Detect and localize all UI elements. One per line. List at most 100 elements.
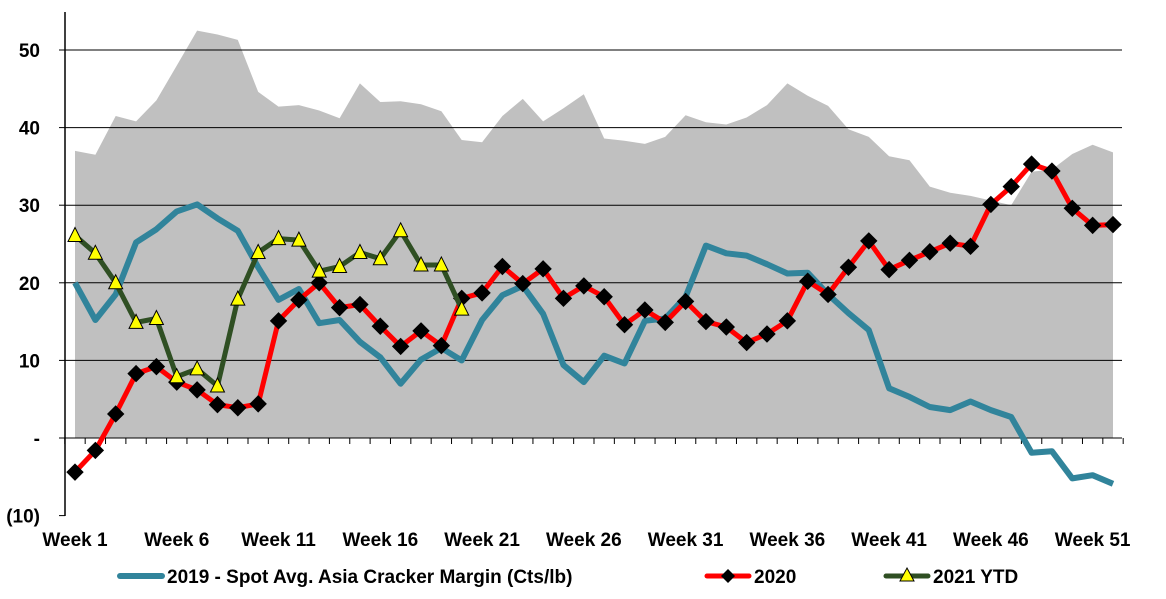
data-point xyxy=(311,262,328,278)
data-point xyxy=(86,441,105,460)
data-point xyxy=(900,251,919,270)
x-tick-label: Week 31 xyxy=(648,530,724,551)
data-point xyxy=(208,395,227,414)
data-point xyxy=(209,376,226,393)
x-tick-label: Week 36 xyxy=(750,530,826,551)
y-tick-label: - xyxy=(34,429,40,450)
legend-label: 2020 xyxy=(754,567,796,588)
data-point xyxy=(514,274,532,293)
data-point xyxy=(148,309,165,325)
data-point xyxy=(128,313,144,329)
series-line xyxy=(72,201,1115,487)
series-3 xyxy=(67,221,470,393)
data-point xyxy=(67,226,83,242)
data-point xyxy=(961,237,980,256)
data-point xyxy=(453,300,470,316)
y-tick-labels: 50 40 30 20 10 - (10) xyxy=(6,41,40,528)
data-point xyxy=(1002,177,1020,196)
data-point xyxy=(737,333,756,352)
y-tick-label: 40 xyxy=(19,119,40,140)
data-point xyxy=(575,277,593,295)
x-tick-label: Week 1 xyxy=(42,530,108,551)
data-point xyxy=(798,272,817,290)
data-point xyxy=(413,255,429,272)
x-tick-label: Week 16 xyxy=(342,530,418,551)
data-point xyxy=(432,336,451,355)
x-tick-label: Week 41 xyxy=(851,530,927,551)
data-point xyxy=(615,315,634,334)
data-point xyxy=(1022,155,1041,173)
data-point xyxy=(372,249,389,266)
range-band-area xyxy=(75,30,1113,438)
x-tick-label: Week 11 xyxy=(241,530,316,551)
data-point xyxy=(941,234,959,252)
legend-marker xyxy=(721,569,735,583)
data-point xyxy=(493,257,512,276)
x-tick-label: Week 51 xyxy=(1055,530,1131,551)
data-point xyxy=(1063,199,1082,218)
data-point xyxy=(330,298,349,317)
data-point xyxy=(1104,215,1122,234)
series-1 xyxy=(72,201,1115,487)
data-point xyxy=(250,243,266,260)
series-layer xyxy=(66,155,1122,487)
data-point xyxy=(107,273,124,290)
data-point xyxy=(229,399,247,417)
data-point xyxy=(66,463,84,481)
data-point xyxy=(697,312,715,331)
data-point xyxy=(291,231,307,247)
data-point xyxy=(230,289,246,306)
data-point xyxy=(860,232,878,250)
data-point xyxy=(351,295,369,314)
data-point xyxy=(371,317,390,335)
x-tick-label: Week 21 xyxy=(444,530,520,551)
x-tick-label: Week 6 xyxy=(144,530,209,551)
data-point xyxy=(331,257,348,274)
data-point xyxy=(392,221,409,238)
legend: 2019 - Spot Avg. Asia Cracker Margin (Ct… xyxy=(117,566,1018,588)
y-tick-label: 10 xyxy=(19,351,40,372)
data-point xyxy=(147,357,166,376)
data-point xyxy=(433,255,450,272)
range-band-layer xyxy=(75,30,1113,438)
data-point xyxy=(473,284,491,302)
data-point xyxy=(127,364,145,383)
data-point xyxy=(656,313,674,332)
data-point xyxy=(778,312,797,330)
axes xyxy=(59,12,1124,517)
data-point xyxy=(839,258,858,276)
data-point xyxy=(391,337,410,356)
x-tick-labels: Week 1 Week 6 Week 11 Week 16 Week 21 Week 26… xyxy=(42,530,1131,551)
y-tick-label: (10) xyxy=(6,507,40,528)
data-point xyxy=(595,288,613,306)
data-point xyxy=(717,318,736,336)
data-point xyxy=(982,195,1000,214)
series-2 xyxy=(66,155,1122,481)
data-point xyxy=(676,292,695,311)
data-point xyxy=(554,289,573,308)
data-point xyxy=(270,229,287,246)
data-point xyxy=(921,243,939,261)
data-point xyxy=(758,325,776,343)
series-line xyxy=(73,161,1114,474)
y-tick-label: 30 xyxy=(19,196,40,217)
legend-item-1: 2019 - Spot Avg. Asia Cracker Margin (Ct… xyxy=(117,567,572,588)
data-point xyxy=(189,359,205,376)
data-point xyxy=(1043,162,1061,180)
data-point xyxy=(880,260,898,279)
x-tick-label: Week 26 xyxy=(546,530,622,551)
data-point xyxy=(636,301,654,319)
data-point xyxy=(249,395,267,413)
legend-label: 2021 YTD xyxy=(933,567,1018,588)
data-point xyxy=(269,312,288,330)
legend-label: 2019 - Spot Avg. Asia Cracker Margin (Ct… xyxy=(167,567,572,588)
data-point xyxy=(1083,216,1102,235)
legend-marker xyxy=(899,566,915,582)
data-point xyxy=(168,367,185,384)
y-tick-label: 20 xyxy=(19,274,40,295)
data-point xyxy=(106,405,125,423)
data-point xyxy=(188,381,206,399)
data-point xyxy=(819,285,837,304)
data-point xyxy=(412,322,430,340)
